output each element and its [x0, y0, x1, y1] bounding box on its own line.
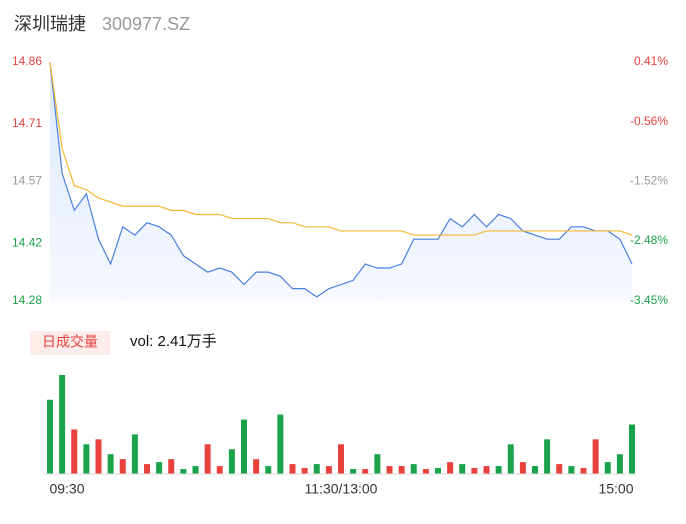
volume-bar [338, 444, 344, 474]
volume-bar [192, 466, 199, 474]
volume-bar [519, 462, 526, 474]
volume-bar [544, 439, 551, 474]
volume-bar [277, 414, 284, 474]
volume-bar [59, 375, 66, 474]
volume-bar [592, 439, 599, 474]
price-area [50, 62, 632, 301]
stock-name: 深圳瑞捷 [14, 14, 86, 34]
volume-bar [483, 466, 490, 474]
volume-bar [398, 466, 405, 474]
volume-bar [180, 469, 187, 474]
volume-bar [616, 454, 623, 474]
average-line [49, 61, 633, 236]
volume-bar [253, 459, 260, 474]
y2-tick-label: -2.48% [630, 233, 668, 247]
y-tick-label: 14.28 [12, 293, 42, 307]
volume-badge [30, 331, 110, 355]
volume-bar [629, 424, 635, 474]
volume-bar [532, 466, 538, 474]
volume-bar [495, 466, 502, 474]
volume-bar [568, 466, 575, 474]
volume-bar [556, 464, 563, 474]
volume-bar [83, 444, 90, 474]
stock-code: 300977.SZ [102, 14, 190, 34]
y-tick-label: 14.86 [12, 54, 42, 68]
volume-bar [119, 459, 126, 474]
y-tick-label: 14.57 [12, 174, 42, 188]
volume-bar [265, 466, 272, 474]
volume-bar [301, 468, 308, 474]
volume-bar [386, 466, 393, 474]
volume-bar [95, 439, 102, 474]
volume-bar [507, 444, 514, 474]
volume-title: 日成交量 [42, 334, 98, 350]
volume-bar [71, 429, 78, 474]
volume-bar [47, 399, 53, 474]
volume-bar [204, 444, 211, 474]
y-tick-label: 14.42 [12, 235, 42, 249]
volume-bar [144, 464, 150, 474]
volume-bar [228, 449, 235, 474]
volume-bar [241, 419, 247, 474]
volume-bar [580, 468, 587, 474]
x-tick-label: 09:30 [49, 481, 84, 497]
volume-bar [313, 464, 320, 474]
volume-bar [168, 459, 175, 474]
volume-bar [107, 454, 114, 474]
volume-bar [374, 454, 381, 474]
volume-bar [156, 462, 163, 474]
volume-bar [216, 466, 223, 474]
y2-tick-label: 0.41% [634, 54, 668, 68]
volume-bar [422, 469, 429, 474]
y-tick-label: 14.71 [12, 116, 42, 130]
volume-bar [362, 469, 369, 474]
volume-bar [435, 468, 441, 474]
volume-bar [459, 464, 466, 474]
price-line [49, 61, 633, 298]
volume-bar [289, 464, 296, 474]
volume-bar [410, 464, 417, 474]
y2-tick-label: -0.56% [630, 114, 668, 128]
volume-bar [471, 468, 478, 474]
volume-bar [325, 466, 332, 474]
volume-bar [350, 469, 357, 474]
volume-label: vol: 2.41万手 [130, 333, 217, 350]
y2-tick-label: -1.52% [630, 174, 668, 188]
volume-bar [131, 434, 138, 474]
volume-bar [604, 462, 611, 474]
volume-bar [447, 462, 454, 474]
y2-tick-label: -3.45% [630, 293, 668, 307]
x-tick-label: 11:30/13:00 [305, 481, 378, 497]
x-tick-label: 15:00 [598, 481, 633, 497]
